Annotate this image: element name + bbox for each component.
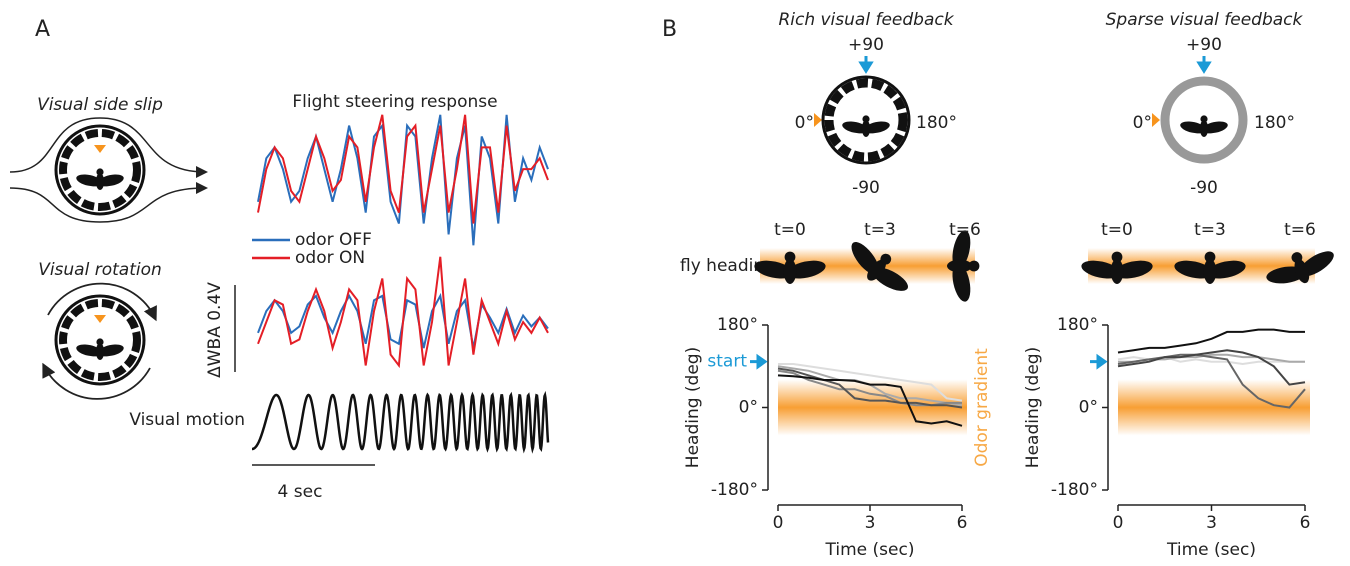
flow-arrow xyxy=(9,117,208,178)
band-label: Odor gradient xyxy=(972,348,992,467)
time-label: t=0 xyxy=(774,220,806,240)
angle-label: +90 xyxy=(1186,35,1222,55)
x-tick-label: 3 xyxy=(1206,513,1217,533)
time-label: t=6 xyxy=(1284,220,1316,240)
flow-arrow xyxy=(9,182,208,223)
y-tick-label: -180° xyxy=(711,480,758,500)
steering-trace xyxy=(257,256,549,369)
heading-trace xyxy=(1117,353,1306,409)
x-axis-label: Time (sec) xyxy=(825,540,915,560)
arena-title: Sparse visual feedback xyxy=(1106,10,1304,30)
plot-title: Flight steering response xyxy=(292,92,497,112)
legend-label: odor OFF xyxy=(295,230,372,250)
time-label: t=6 xyxy=(949,220,981,240)
rotation-arrow xyxy=(47,282,157,322)
arena-pattern xyxy=(824,78,908,162)
start-arrow xyxy=(1196,56,1212,74)
panel-label: A xyxy=(35,17,50,42)
odor-band xyxy=(1118,379,1310,436)
time-label: t=3 xyxy=(864,220,896,240)
angle-label: 0° xyxy=(1133,113,1152,133)
y-axis-label: Heading (deg) xyxy=(1023,347,1043,468)
scale-label: ΔWBA 0.4V xyxy=(205,282,225,378)
stimulus-label: Visual motion xyxy=(129,410,245,430)
x-tick-label: 3 xyxy=(865,513,876,533)
condition-label: Visual side slip xyxy=(37,95,163,115)
row-label: fly heading xyxy=(680,256,775,276)
start-label: start xyxy=(707,352,747,372)
odor-marker xyxy=(1152,113,1160,127)
y-tick-label: 0° xyxy=(739,398,758,418)
x-tick-label: 6 xyxy=(1300,513,1311,533)
arena-pattern xyxy=(59,129,141,211)
y-tick-label: 180° xyxy=(1057,315,1098,335)
heading-trace xyxy=(1117,349,1306,386)
arena-pattern xyxy=(59,299,141,381)
heading-trace xyxy=(778,363,963,402)
y-tick-label: -180° xyxy=(1051,480,1098,500)
y-tick-label: 0° xyxy=(1079,398,1098,418)
x-tick-label: 0 xyxy=(773,513,784,533)
stimulus-trace xyxy=(252,390,550,454)
odor-band xyxy=(778,379,967,436)
heading-trace xyxy=(777,367,963,409)
heading-trace xyxy=(1117,328,1305,354)
time-label: t=0 xyxy=(1101,220,1133,240)
angle-label: 180° xyxy=(916,113,957,133)
angle-label: -90 xyxy=(852,178,880,198)
y-axis-label: Heading (deg) xyxy=(683,347,703,468)
angle-label: 0° xyxy=(795,113,814,133)
time-label: t=3 xyxy=(1194,220,1226,240)
x-tick-label: 0 xyxy=(1113,513,1124,533)
odor-marker xyxy=(94,315,106,323)
time-bar-label: 4 sec xyxy=(278,482,323,502)
odor-marker xyxy=(94,145,106,153)
start-arrow xyxy=(858,56,874,74)
panel-label: B xyxy=(662,17,677,42)
angle-label: 180° xyxy=(1254,113,1295,133)
start-marker xyxy=(1090,353,1108,370)
angle-label: -90 xyxy=(1190,178,1218,198)
condition-label: Visual rotation xyxy=(38,260,162,280)
odor-marker xyxy=(814,113,822,127)
y-tick-label: 180° xyxy=(717,315,758,335)
angle-label: +90 xyxy=(848,35,884,55)
arena-title: Rich visual feedback xyxy=(778,10,954,30)
legend-label: odor ON xyxy=(295,248,365,268)
rotation-arrow xyxy=(42,362,151,400)
steering-trace xyxy=(257,114,549,224)
heading-trace xyxy=(777,374,963,427)
x-axis-label: Time (sec) xyxy=(1166,540,1256,560)
x-tick-label: 6 xyxy=(957,513,968,533)
start-marker xyxy=(750,353,768,370)
